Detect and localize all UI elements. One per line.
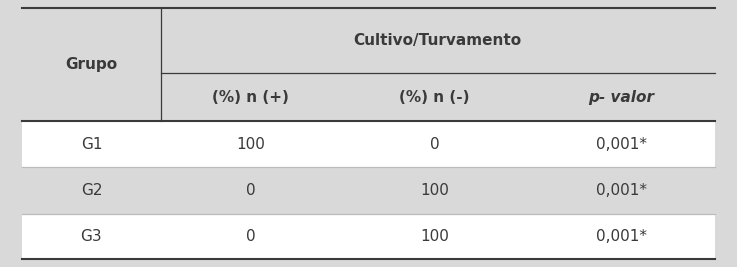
Text: 0,001*: 0,001*: [596, 183, 647, 198]
Text: G1: G1: [80, 137, 102, 152]
Text: 100: 100: [420, 229, 449, 244]
Text: 0: 0: [430, 137, 439, 152]
Text: 100: 100: [237, 137, 265, 152]
Text: G3: G3: [80, 229, 102, 244]
Text: (%) n (+): (%) n (+): [212, 90, 289, 105]
Text: 0,001*: 0,001*: [596, 137, 647, 152]
Text: Grupo: Grupo: [66, 57, 117, 72]
Text: 0: 0: [246, 183, 256, 198]
Text: p- valor: p- valor: [588, 90, 654, 105]
Text: 100: 100: [420, 183, 449, 198]
Text: 0: 0: [246, 229, 256, 244]
Text: G2: G2: [80, 183, 102, 198]
Text: (%) n (-): (%) n (-): [399, 90, 469, 105]
Text: 0,001*: 0,001*: [596, 229, 647, 244]
Text: Cultivo/Turvamento: Cultivo/Turvamento: [354, 33, 522, 48]
